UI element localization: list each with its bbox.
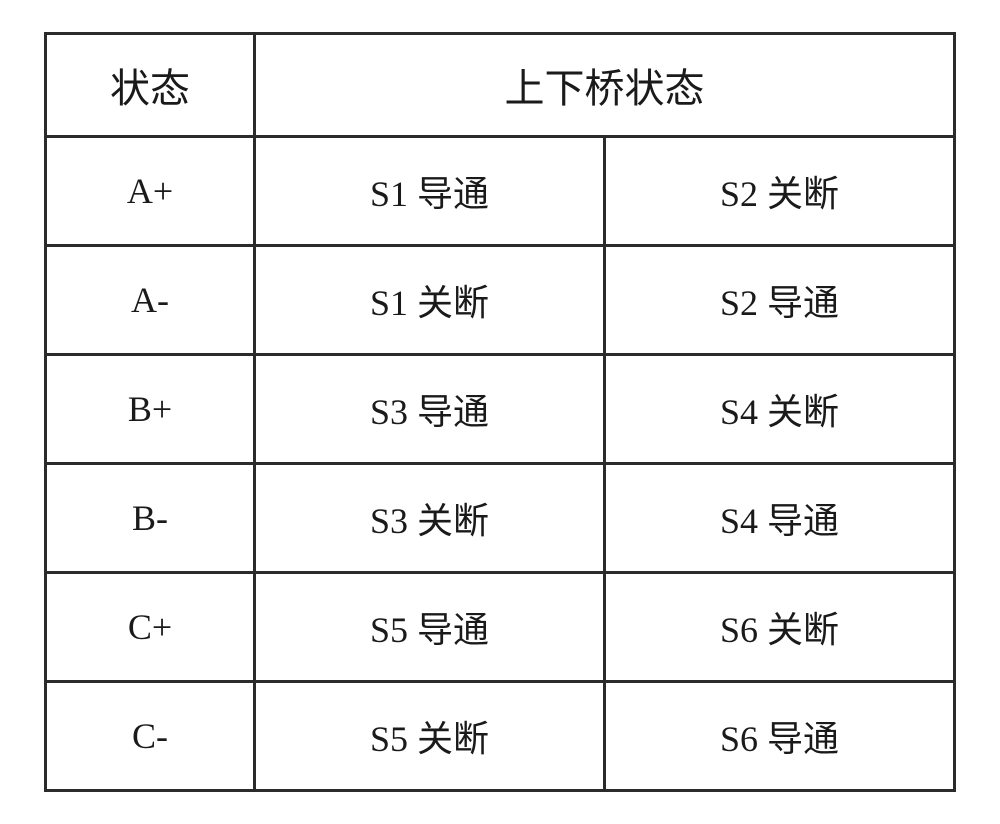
- table-row: A+ S1 导通 S2 关断: [46, 137, 955, 246]
- table-row: C- S5 关断 S6 导通: [46, 682, 955, 791]
- cell-upper: S1 导通: [255, 137, 605, 246]
- cell-state: C+: [46, 573, 255, 682]
- table-row: B+ S3 导通 S4 关断: [46, 355, 955, 464]
- cell-state: A+: [46, 137, 255, 246]
- cell-lower: S2 关断: [605, 137, 955, 246]
- header-state: 状态: [46, 34, 255, 137]
- cell-upper: S1 关断: [255, 246, 605, 355]
- cell-lower: S6 导通: [605, 682, 955, 791]
- cell-lower: S4 关断: [605, 355, 955, 464]
- cell-upper: S5 关断: [255, 682, 605, 791]
- table-row: A- S1 关断 S2 导通: [46, 246, 955, 355]
- bridge-state-table: 状态 上下桥状态 A+ S1 导通 S2 关断 A- S1 关断 S2 导通 B…: [44, 32, 956, 792]
- header-bridge: 上下桥状态: [255, 34, 955, 137]
- cell-state: B-: [46, 464, 255, 573]
- cell-lower: S4 导通: [605, 464, 955, 573]
- cell-upper: S5 导通: [255, 573, 605, 682]
- cell-lower: S2 导通: [605, 246, 955, 355]
- cell-state: A-: [46, 246, 255, 355]
- table-row: B- S3 关断 S4 导通: [46, 464, 955, 573]
- cell-state: C-: [46, 682, 255, 791]
- table-header-row: 状态 上下桥状态: [46, 34, 955, 137]
- cell-state: B+: [46, 355, 255, 464]
- table-container: 状态 上下桥状态 A+ S1 导通 S2 关断 A- S1 关断 S2 导通 B…: [0, 0, 1000, 824]
- table-row: C+ S5 导通 S6 关断: [46, 573, 955, 682]
- cell-lower: S6 关断: [605, 573, 955, 682]
- cell-upper: S3 关断: [255, 464, 605, 573]
- cell-upper: S3 导通: [255, 355, 605, 464]
